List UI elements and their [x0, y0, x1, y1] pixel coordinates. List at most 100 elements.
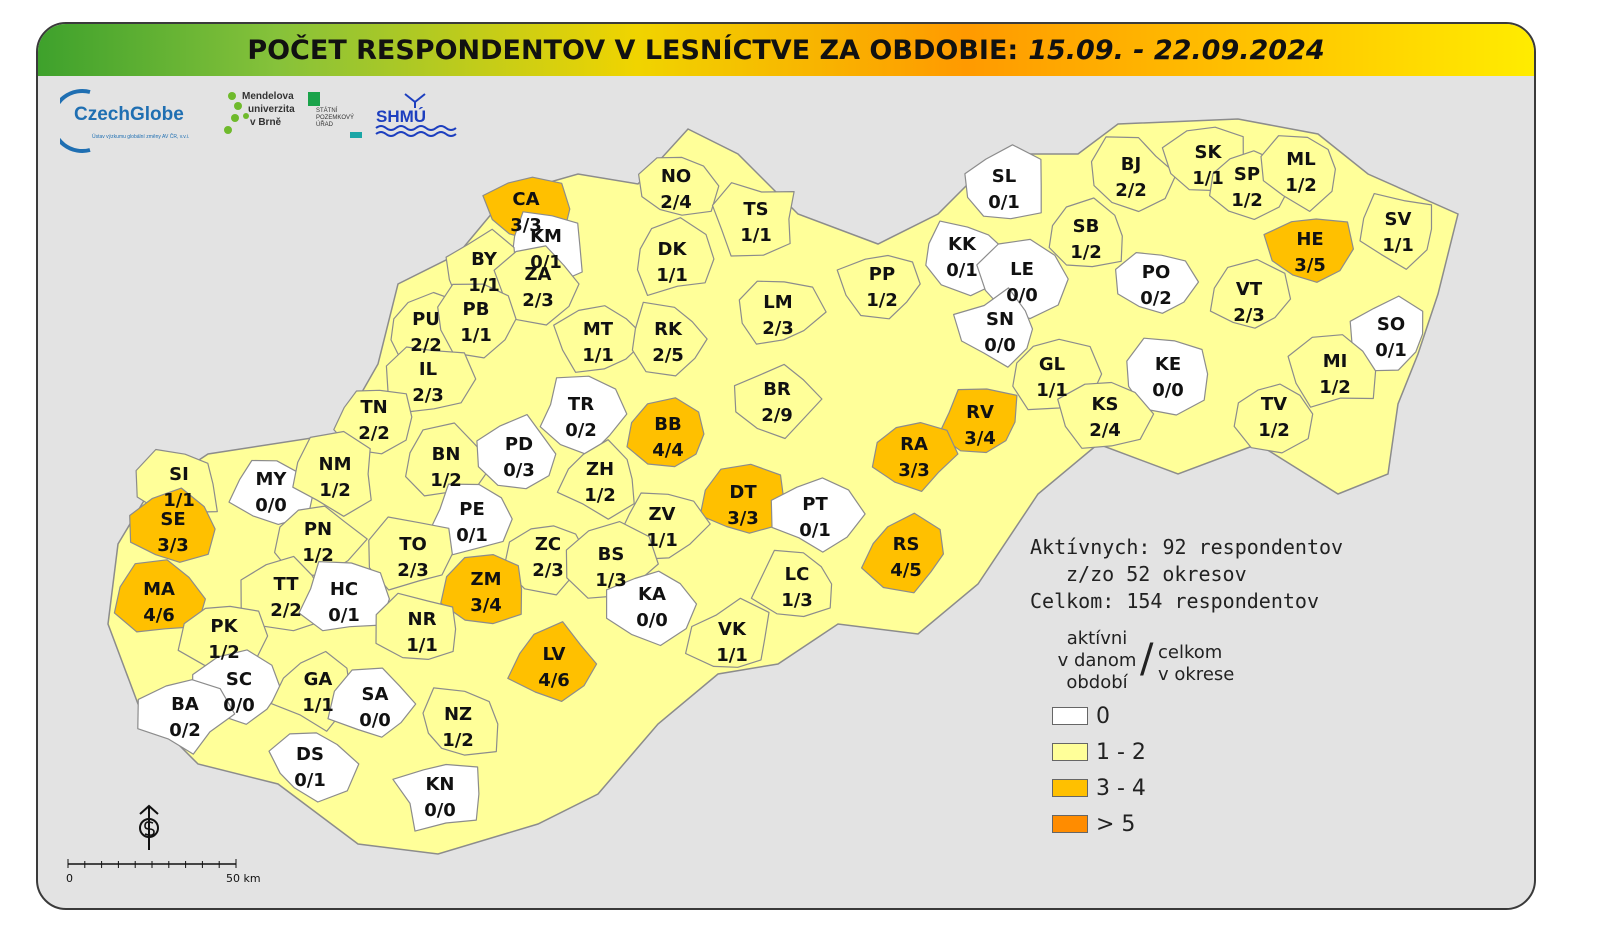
stats-active: Aktívnych: 92 respondentov	[1030, 535, 1344, 559]
district-ml	[1260, 135, 1337, 212]
district-code-mi: MI	[1323, 351, 1348, 372]
mendel-logo: Mendelova univerzita v Brně	[224, 91, 295, 134]
district-code-il: IL	[419, 359, 437, 380]
district-code-sc: SC	[226, 669, 252, 690]
district-count-nz: 1/2	[442, 730, 474, 751]
czechglobe-logo-text: CzechGlobe	[74, 104, 184, 125]
district-code-sp: SP	[1234, 164, 1260, 185]
district-code-pp: PP	[869, 264, 895, 285]
scale-end-label: 50 km	[226, 872, 261, 885]
district-code-pu: PU	[412, 309, 440, 330]
district-code-zv: ZV	[649, 504, 676, 525]
district-code-mt: MT	[583, 319, 614, 340]
district-po	[1114, 252, 1200, 314]
district-count-nm: 1/2	[319, 480, 351, 501]
district-code-rk: RK	[654, 319, 683, 340]
district-count-no: 2/4	[660, 192, 692, 213]
district-count-bs: 1/3	[595, 570, 627, 591]
district-nr	[375, 592, 457, 661]
district-count-lv: 4/6	[538, 670, 570, 691]
spu-logo: STÁTNÍ POZEMKOVÝ ÚŘAD	[308, 92, 362, 138]
district-code-pb: PB	[463, 299, 490, 320]
district-code-no: NO	[661, 166, 691, 187]
district-code-se: SE	[160, 509, 185, 530]
district-count-so: 0/1	[1375, 340, 1407, 361]
district-hc	[298, 560, 390, 632]
district-code-po: PO	[1142, 262, 1171, 283]
district-code-le: LE	[1010, 259, 1034, 280]
district-count-po: 0/2	[1140, 288, 1172, 309]
district-code-bj: BJ	[1121, 154, 1141, 175]
district-code-sl: SL	[992, 166, 1016, 187]
district-code-sa: SA	[362, 684, 389, 705]
district-count-si: 1/1	[163, 490, 195, 511]
district-count-pb: 1/1	[460, 325, 492, 346]
legend-item-gt5: > 5	[1052, 806, 1292, 842]
district-mi	[1287, 334, 1377, 408]
legend-slash: /	[1140, 636, 1154, 682]
district-code-tt: TT	[274, 574, 300, 595]
district-code-kn: KN	[425, 774, 454, 795]
district-code-zh: ZH	[586, 459, 614, 480]
district-count-pu: 2/2	[410, 335, 442, 356]
district-zc	[503, 525, 587, 596]
district-count-rv: 3/4	[964, 428, 996, 449]
district-count-vk: 1/1	[716, 645, 748, 666]
district-code-bs: BS	[598, 544, 625, 565]
czechglobe-logo-subtitle: Ústav výzkumu globální změny AV ČR, v.v.…	[92, 133, 189, 140]
district-count-nr: 1/1	[406, 635, 438, 656]
district-br	[733, 363, 823, 440]
legend: aktívni v danom období / celkom v okrese…	[1052, 628, 1292, 842]
spu-line-3: ÚŘAD	[316, 120, 334, 128]
district-he	[1263, 218, 1355, 283]
district-count-sc: 0/0	[223, 695, 255, 716]
district-dt	[699, 463, 785, 534]
district-code-sn: SN	[986, 309, 1014, 330]
district-count-br: 2/9	[761, 405, 793, 426]
district-count-pk: 1/2	[208, 642, 240, 663]
district-code-rv: RV	[966, 402, 994, 423]
spu-line-1: STÁTNÍ	[316, 107, 338, 114]
district-code-bb: BB	[654, 414, 681, 435]
district-ke	[1126, 337, 1209, 416]
district-mt	[553, 305, 648, 373]
district-count-ma: 4/6	[143, 605, 175, 626]
legend-total-caption: celkom v okrese	[1158, 642, 1234, 686]
legend-swatch	[1052, 707, 1088, 725]
district-shapes	[107, 118, 1459, 855]
district-code-nm: NM	[319, 454, 352, 475]
district-count-lc: 1/3	[781, 590, 813, 611]
district-pp	[836, 254, 921, 320]
district-count-bb: 4/4	[652, 440, 684, 461]
mendel-line-2: univerzita	[248, 104, 295, 115]
district-count-hc: 0/1	[328, 605, 360, 626]
district-ma	[113, 559, 206, 633]
czechglobe-logo: CzechGlobe Ústav výzkumu globální změny …	[60, 89, 189, 153]
map-title: POČET RESPONDENTOV V LESNÍCTVE ZA OBDOBI…	[247, 34, 1019, 66]
district-code-ga: GA	[304, 669, 333, 690]
district-count-dt: 3/3	[727, 508, 759, 529]
district-code-zm: ZM	[471, 569, 502, 590]
partner-logos: CzechGlobe Ústav výzkumu globální změny …	[60, 89, 457, 153]
district-count-kk: 0/1	[946, 260, 978, 281]
district-count-zv: 1/1	[646, 530, 678, 551]
district-bj	[1090, 136, 1177, 213]
district-count-za: 2/3	[522, 290, 554, 311]
scale-bar: 0 50 km	[66, 859, 261, 885]
district-rs	[860, 512, 945, 594]
district-code-bn: BN	[432, 444, 461, 465]
district-count-kn: 0/0	[424, 800, 456, 821]
district-count-rk: 2/5	[652, 345, 684, 366]
district-count-sb: 1/2	[1070, 242, 1102, 263]
stats-districts: z/zo 52 okresov	[1066, 562, 1247, 586]
map-title-date: 15.09. - 22.09.2024	[1028, 34, 1325, 66]
legend-left-2: v danom	[1057, 650, 1137, 671]
scale-zero-label: 0	[66, 872, 73, 885]
district-pd	[476, 414, 557, 490]
district-count-pe: 0/1	[456, 525, 488, 546]
district-code-za: ZA	[525, 264, 552, 285]
district-count-tv: 1/2	[1258, 420, 1290, 441]
district-code-sv: SV	[1385, 209, 1412, 230]
district-no	[637, 156, 720, 216]
